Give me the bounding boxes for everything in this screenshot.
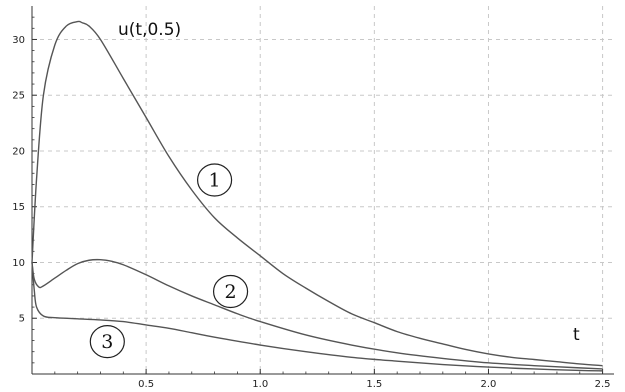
y-tick-label-4: 25	[12, 91, 25, 102]
y-tick-label-0: 5	[19, 314, 25, 325]
axes	[31, 6, 614, 375]
grid	[32, 6, 614, 374]
x-axis-label: t	[573, 325, 580, 345]
curve-label-3: 3	[101, 331, 113, 353]
y-tick-label-1: 10	[12, 258, 25, 269]
x-tick-label-2: 1.5	[366, 379, 382, 390]
x-tick-label-4: 2.5	[595, 379, 611, 390]
x-tick-label-0: 0.5	[138, 379, 154, 390]
curve-label-circle-2	[212, 274, 249, 309]
curve-label-circle-3	[89, 325, 125, 359]
curve-2	[31, 258, 603, 370]
curve-label-2: 2	[225, 281, 237, 303]
curve-label-circle-1	[196, 163, 233, 197]
curve-3	[31, 262, 603, 372]
curves	[31, 20, 603, 372]
x-tick-label-3: 2.0	[481, 379, 497, 390]
y-tick-label-3: 20	[12, 146, 25, 157]
y-axis-label: u(t,0.5)	[118, 20, 181, 40]
curve-labels: 1 2 3	[89, 163, 249, 359]
ticks: 0.5 1.0 1.5 2.0 2.5 5 10 15 20 25 30	[12, 16, 611, 390]
y-tick-label-5: 30	[12, 35, 25, 46]
curve-label-1: 1	[209, 169, 221, 191]
x-tick-label-1: 1.0	[252, 379, 268, 390]
y-tick-label-2: 15	[12, 202, 25, 213]
curve-1	[31, 20, 603, 367]
